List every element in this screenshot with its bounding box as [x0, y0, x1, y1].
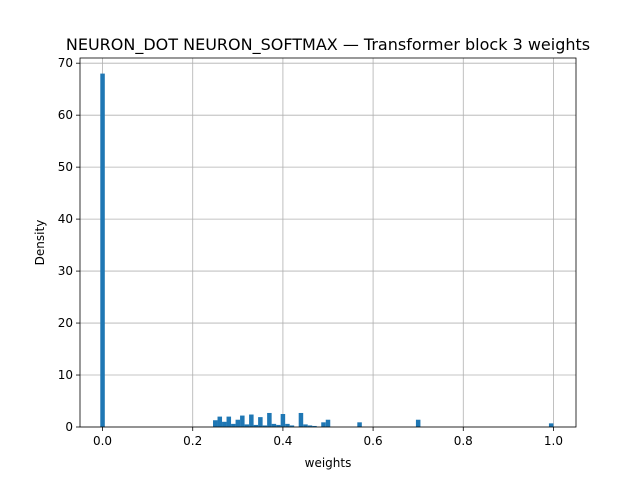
chart-title: NEURON_DOT NEURON_SOFTMAX — Transformer … [66, 35, 590, 55]
x-tick-label: 0.0 [93, 434, 112, 448]
histogram-bar [258, 417, 263, 427]
y-tick-label: 60 [58, 108, 73, 122]
histogram-bar [548, 423, 554, 427]
histogram-bar [217, 416, 223, 427]
histogram-bar [276, 424, 281, 427]
histogram-bar [262, 425, 268, 427]
histogram-bar [307, 425, 313, 427]
histogram-bar [280, 414, 286, 427]
histogram-bar [285, 423, 290, 427]
histogram-bar [235, 419, 241, 427]
histogram-bar [321, 422, 326, 427]
histogram-bar [357, 422, 362, 427]
histogram-bar [231, 423, 236, 427]
grid [80, 58, 576, 428]
x-tick-label: 0.2 [183, 434, 202, 448]
y-tick-label: 10 [58, 368, 73, 382]
y-tick-label: 40 [58, 212, 73, 226]
x-tick-label: 0.8 [454, 434, 473, 448]
histogram-bar [303, 424, 308, 427]
histogram-bar [240, 415, 245, 427]
histogram-bar [289, 425, 295, 427]
y-tick-label: 0 [65, 420, 73, 434]
y-tick-label: 70 [58, 56, 73, 70]
x-tick-label: 0.4 [273, 434, 292, 448]
histogram-bar [213, 420, 218, 427]
histogram-bar [249, 414, 254, 427]
x-axis-label: weights [305, 456, 352, 470]
x-tick-label: 0.6 [364, 434, 383, 448]
histogram-bar [298, 412, 304, 427]
histogram-bar [253, 424, 259, 427]
histogram-bar [226, 416, 232, 427]
y-tick-label: 50 [58, 160, 73, 174]
x-tick-label: 1.0 [544, 434, 563, 448]
histogram-bar [271, 423, 277, 427]
histogram-bar [100, 73, 105, 427]
histogram-bar [267, 412, 272, 427]
y-axis-label: Density [33, 220, 47, 266]
histogram-bars [100, 73, 554, 427]
plot-frame [79, 57, 577, 428]
histogram-bar [312, 425, 317, 427]
x-axis-ticks: 0.0 0.2 0.4 0.6 0.8 1.0 [93, 427, 563, 448]
y-tick-label: 30 [58, 264, 73, 278]
histogram-bar [222, 421, 227, 427]
histogram-bar [244, 424, 250, 427]
y-axis-ticks: 0 10 20 30 40 50 60 70 [58, 56, 80, 434]
histogram-bar [325, 419, 331, 427]
histogram-bar [415, 419, 421, 427]
y-tick-label: 20 [58, 316, 73, 330]
